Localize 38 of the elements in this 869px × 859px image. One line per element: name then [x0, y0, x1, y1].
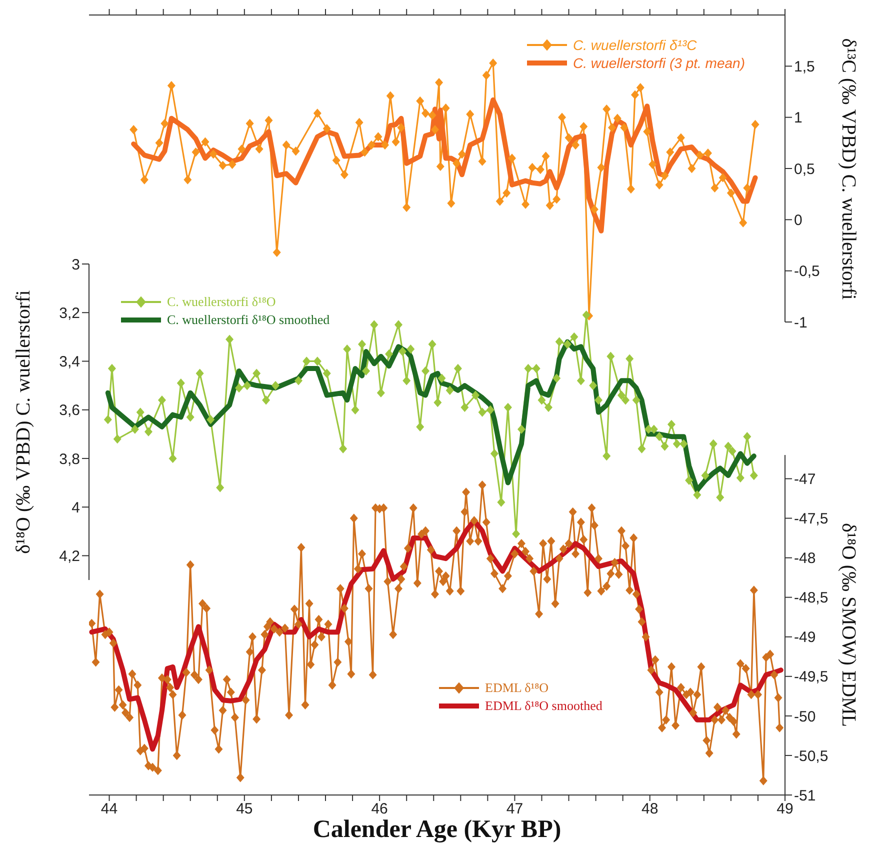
y2-tick-label: -47 [794, 471, 816, 488]
x-axis-title: Calender Age (Kyr BP) [312, 816, 562, 844]
y2-axis-title: δ¹⁸O (‰ SMOW) EDML [836, 522, 860, 728]
y2-tick-label: 0,5 [794, 160, 815, 178]
y2-tick-label: -48,5 [794, 590, 828, 607]
y2-tick-label: 1,5 [794, 58, 815, 76]
legend-label: EDML δ¹⁸O smoothed [485, 698, 602, 714]
y2-tick-label: -47,5 [794, 510, 828, 528]
y-tick-label: 3,8 [59, 450, 80, 468]
y2-tick-label: -48 [794, 550, 816, 568]
y2-tick-label: 0 [794, 212, 802, 229]
x-tick-label: 44 [100, 800, 118, 818]
y-axis-title: δ¹⁸O (‰ VPBD) C. wuellerstorfi [12, 290, 36, 554]
x-tick-label: 48 [642, 800, 658, 818]
y2-tick-label: -50 [794, 708, 816, 726]
legend-label: EDML δ¹⁸O [485, 680, 549, 696]
y2-axis-title: δ¹³C (‰ VPBD) C. wuellerstorfi [836, 38, 860, 300]
legend-label: C. wuellerstorfi δ¹⁸O smoothed [167, 312, 330, 328]
x-tick-label: 45 [236, 800, 253, 818]
y-tick-label: 4 [72, 499, 80, 516]
y2-tick-label: 1 [794, 110, 802, 127]
y-tick-label: 3,6 [59, 402, 80, 420]
legend-label: C. wuellerstorfi δ¹⁸O [167, 294, 276, 310]
x-tick-label: 49 [776, 800, 794, 818]
x-tick-label: 47 [506, 800, 524, 818]
y2-tick-label: -0,5 [794, 263, 820, 280]
y-tick-label: 3,2 [59, 304, 80, 322]
y2-tick-label: -49 [794, 629, 816, 646]
legend-label: C. wuellerstorfi δ¹³C [573, 37, 697, 53]
y-tick-label: 3 [72, 256, 80, 274]
y2-tick-label: -49,5 [794, 668, 828, 686]
y-tick-label: 4,2 [59, 548, 80, 566]
legend-label: C. wuellerstorfi (3 pt. mean) [573, 55, 745, 71]
y-tick-label: 3,4 [59, 354, 80, 371]
y2-tick-label: -51 [794, 787, 816, 804]
y2-tick-label: -1 [794, 314, 808, 332]
y2-tick-label: -50,5 [794, 748, 828, 765]
x-tick-label: 46 [371, 800, 388, 818]
